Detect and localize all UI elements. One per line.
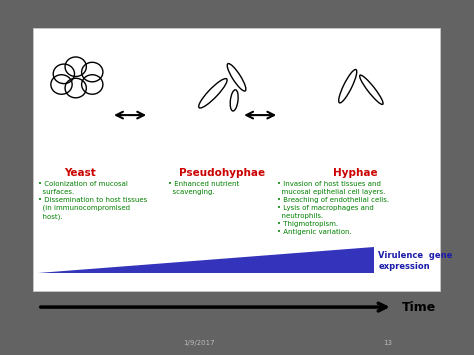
Polygon shape (38, 247, 374, 273)
Text: 1/9/2017: 1/9/2017 (183, 340, 215, 346)
FancyBboxPatch shape (33, 28, 440, 291)
Text: Yeast: Yeast (64, 168, 96, 178)
Text: • Colonization of mucosal
  surfaces.
• Dissemination to host tissues
  (in immu: • Colonization of mucosal surfaces. • Di… (38, 181, 147, 220)
Text: • Invasion of host tissues and
  mucosal epithelial cell layers.
• Breaching of : • Invasion of host tissues and mucosal e… (277, 181, 389, 235)
Text: Virulence  gene
expression: Virulence gene expression (378, 251, 453, 271)
Text: Hyphae: Hyphae (332, 168, 377, 178)
Text: Pseudohyphae: Pseudohyphae (179, 168, 265, 178)
Text: • Enhanced nutrient
  scavenging.: • Enhanced nutrient scavenging. (168, 181, 239, 195)
Text: 13: 13 (383, 340, 392, 346)
Text: Time: Time (402, 301, 437, 313)
